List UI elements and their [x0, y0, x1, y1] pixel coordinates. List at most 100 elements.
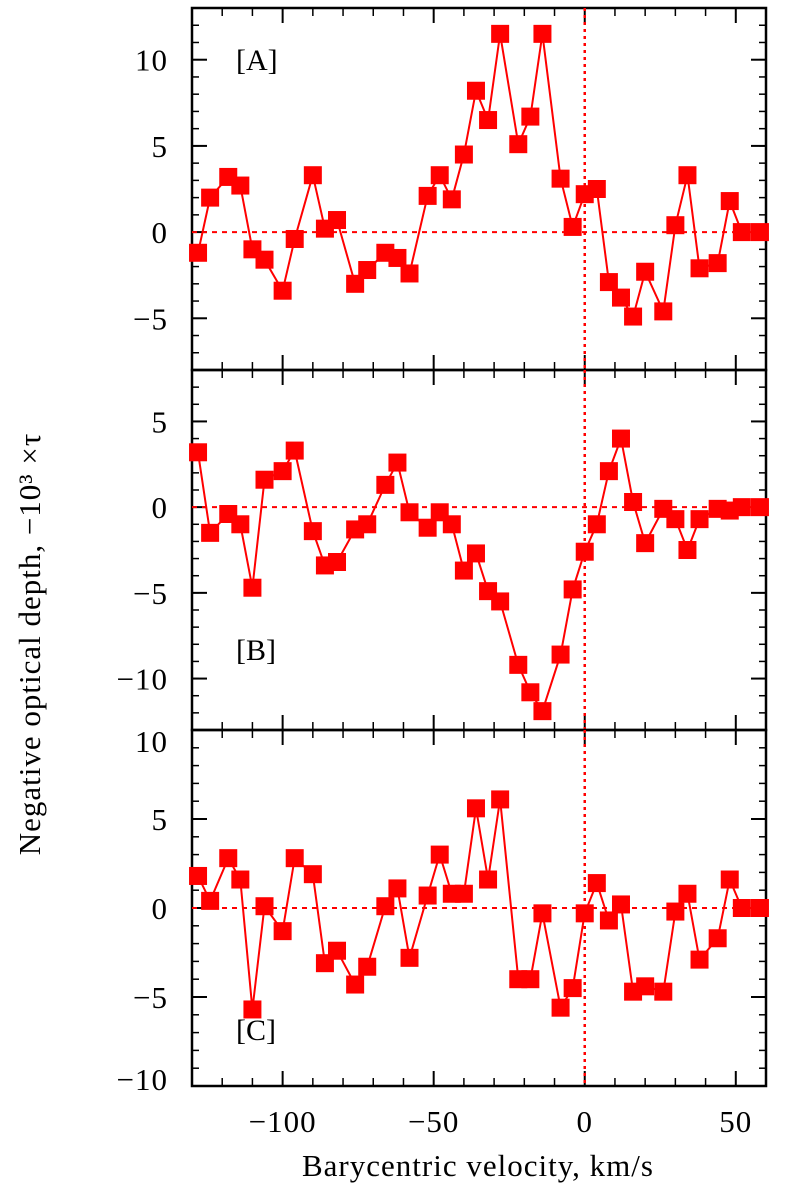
panel-2: 10 5 0 −5 −10 [C]: [117, 724, 769, 1097]
data-point: [189, 866, 208, 885]
panel-label: [C]: [236, 1014, 276, 1047]
data-point: [243, 1000, 262, 1019]
data-point: [303, 522, 322, 541]
data-point: [599, 462, 618, 481]
data-point: [533, 702, 552, 721]
data-point: [442, 190, 461, 209]
data-point: [285, 849, 304, 868]
y-tick-label: 5: [152, 802, 169, 837]
data-point: [575, 904, 594, 923]
data-point: [611, 288, 630, 307]
data-point: [491, 790, 510, 809]
panel-label: [A]: [236, 44, 278, 77]
data-point: [273, 281, 292, 300]
data-point: [303, 166, 322, 185]
data-point: [720, 870, 739, 889]
data-point: [563, 979, 582, 998]
data-point: [255, 470, 274, 489]
data-point: [388, 248, 407, 267]
data-point: [491, 24, 510, 43]
data-point: [690, 510, 709, 529]
data-point: [430, 845, 449, 864]
data-point: [358, 261, 377, 280]
series-line: [197, 33, 760, 320]
data-point: [509, 655, 528, 674]
data-point: [418, 186, 437, 205]
data-point: [346, 274, 365, 293]
x-axis-title: Barycentric velocity, km/s: [302, 1148, 654, 1183]
y-tick-label: 5: [152, 129, 169, 164]
y-tick-label: −5: [133, 576, 168, 611]
data-point: [189, 443, 208, 462]
data-point: [551, 998, 570, 1017]
data-point: [479, 111, 498, 130]
data-point: [551, 645, 570, 664]
y-tick-label: 5: [152, 404, 169, 439]
data-point: [611, 895, 630, 914]
data-point: [491, 592, 510, 611]
data-point: [521, 683, 540, 702]
data-point: [521, 970, 540, 989]
y-tick-label: −10: [117, 662, 168, 697]
data-point: [243, 578, 262, 597]
data-point: [678, 166, 697, 185]
data-point: [376, 475, 395, 494]
data-point: [273, 462, 292, 481]
data-point: [219, 849, 238, 868]
data-point: [708, 929, 727, 948]
x-tick-label: −50: [408, 1104, 459, 1139]
data-point: [678, 541, 697, 559]
data-point: [328, 211, 347, 230]
data-point: [328, 941, 347, 960]
y-tick-label: −10: [117, 1062, 168, 1097]
data-point: [624, 493, 643, 511]
data-point: [750, 899, 769, 917]
data-point: [388, 453, 407, 472]
y-tick-label: −5: [133, 301, 168, 336]
data-point: [587, 874, 606, 893]
data-point: [636, 262, 655, 281]
data-point: [708, 254, 727, 273]
data-point: [273, 922, 292, 941]
data-point: [666, 510, 685, 529]
data-point: [563, 217, 582, 236]
data-point: [690, 259, 709, 278]
y-tick-label: 0: [152, 490, 169, 525]
data-point: [400, 948, 419, 967]
data-point: [533, 904, 552, 923]
data-point: [358, 957, 377, 976]
data-point: [201, 523, 220, 542]
data-point: [454, 145, 473, 164]
data-point: [521, 107, 540, 126]
data-point: [189, 243, 208, 262]
data-point: [750, 223, 769, 242]
data-point: [418, 518, 437, 537]
data-point: [231, 176, 250, 195]
data-point: [654, 982, 673, 1001]
data-point: [575, 542, 594, 561]
data-point: [400, 503, 419, 522]
y-axis-title: Negative optical depth, −10³ ×τ: [12, 433, 47, 856]
data-point: [376, 897, 395, 916]
data-point: [454, 561, 473, 580]
series-line: [197, 799, 760, 1011]
data-point: [509, 135, 528, 154]
data-point: [587, 515, 606, 534]
panel-1: 5 0 −5 −10 [B]: [117, 368, 769, 732]
panel-0: 10 5 0 −5 [A]: [133, 6, 769, 372]
y-tick-label: 0: [152, 891, 169, 926]
data-point: [563, 580, 582, 599]
data-point: [466, 81, 485, 100]
x-tick-label: 50: [719, 1104, 752, 1139]
data-point: [201, 891, 220, 910]
data-point: [231, 870, 250, 889]
panel-label: [B]: [236, 634, 276, 667]
y-tick-label: −5: [133, 980, 168, 1015]
panel-frame: [190, 6, 768, 372]
data-point: [388, 879, 407, 898]
data-point: [690, 950, 709, 969]
data-point: [599, 911, 618, 930]
data-point: [654, 302, 673, 321]
data-point: [479, 870, 498, 889]
data-point: [466, 799, 485, 818]
